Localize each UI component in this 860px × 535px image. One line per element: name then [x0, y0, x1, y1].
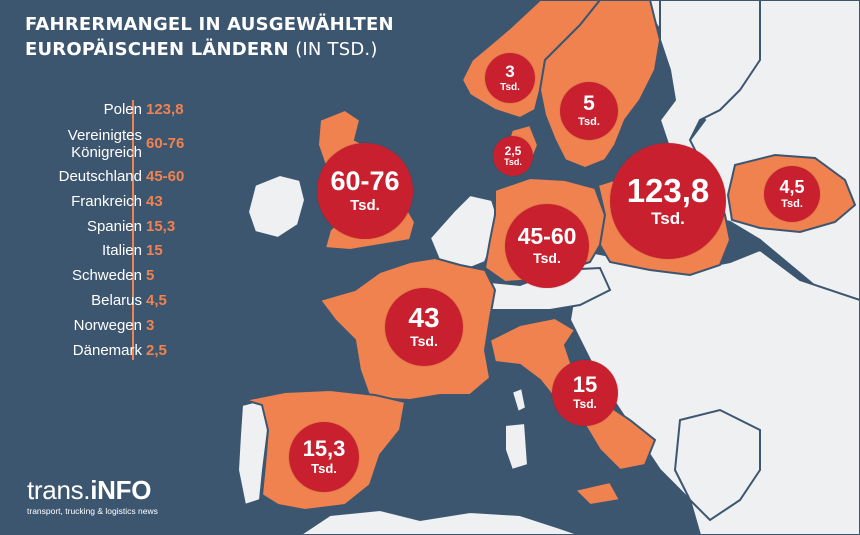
bubble-unit: Tsd. — [578, 116, 600, 129]
country-value: 15 — [146, 242, 163, 259]
country-value: 2,5 — [146, 342, 167, 359]
country-label: Italien — [101, 242, 142, 259]
bubble-value: 45-60 — [517, 223, 577, 250]
logo-brand-part2: iNFO — [90, 475, 152, 505]
country-label-line2: Königreich — [71, 144, 142, 161]
title-line2-wrap: EUROPÄISCHEN LÄNDERN (IN TSD.) — [25, 37, 394, 62]
bubble-value: 123,8 — [626, 171, 710, 209]
country-label: Dänemark — [72, 342, 142, 359]
table-divider — [132, 100, 134, 360]
bubble-value: 43 — [408, 302, 440, 334]
land-central-east — [568, 248, 860, 535]
country-label: Polen — [103, 101, 142, 118]
bubble-frankreich: 43 Tsd. — [385, 288, 463, 366]
title-suffix: (IN TSD.) — [295, 39, 378, 60]
bubble-unit: Tsd. — [410, 333, 438, 350]
bubble-value: 2,5 — [504, 143, 522, 158]
country-value: 15,3 — [146, 218, 176, 235]
country-label: Deutschland — [58, 168, 142, 185]
bubble-unit: Tsd. — [781, 197, 803, 210]
bubble-italien: 15 Tsd. — [552, 360, 618, 426]
country-value: 5 — [146, 267, 155, 284]
bubble-daenemark: 2,5 Tsd. — [493, 136, 533, 176]
bubble-unit: Tsd. — [573, 397, 597, 412]
logo-brand: trans.iNFO — [27, 476, 158, 504]
bubble-unit: Tsd. — [500, 82, 520, 93]
country-label: Belarus — [91, 292, 142, 309]
bubble-belarus: 4,5 Tsd. — [764, 166, 820, 222]
bubble-unit: Tsd. — [311, 460, 337, 476]
bubble-value: 15,3 — [302, 435, 346, 461]
bubble-spanien: 15,3 Tsd. — [289, 422, 359, 492]
land-north-africa — [298, 508, 581, 535]
bubble-value: 15 — [572, 372, 598, 398]
bubble-value: 60-76 — [330, 165, 400, 196]
bubble-unit: Tsd. — [350, 196, 380, 214]
bubble-unit: Tsd. — [533, 250, 561, 267]
bubble-value: 3 — [505, 62, 515, 81]
trans-info-logo: trans.iNFO transport, trucking & logisti… — [27, 476, 158, 517]
country-label: Frankreich — [71, 193, 142, 210]
country-value: 43 — [146, 193, 163, 210]
land-greece — [673, 408, 761, 522]
bubble-value: 5 — [583, 92, 595, 116]
bubble-norwegen: 3 Tsd. — [485, 53, 535, 103]
country-label: Spanien — [86, 218, 142, 235]
bubble-value: 4,5 — [779, 176, 805, 197]
country-label-line1: Vereinigtes — [67, 127, 142, 144]
bubble-deutschland: 45-60 Tsd. — [505, 204, 589, 288]
map-title: FAHRERMANGEL IN AUSGEWÄHLTEN EUROPÄISCHE… — [25, 12, 394, 62]
bubble-unit: Tsd. — [504, 156, 522, 167]
bubble-uk: 60-76 Tsd. — [317, 143, 413, 239]
land-corsica-sardinia — [504, 386, 530, 472]
bubble-unit: Tsd. — [651, 208, 685, 228]
title-line2: EUROPÄISCHEN LÄNDERN — [25, 39, 289, 60]
country-value: 45-60 — [146, 168, 185, 185]
country-label: Norwegen — [73, 317, 142, 334]
country-value: 60-76 — [146, 135, 185, 152]
country-value: 123,8 — [146, 101, 184, 118]
logo-tagline: transport, trucking & logistics news — [27, 506, 158, 516]
logo-brand-part1: trans. — [27, 475, 91, 505]
title-line1: FAHRERMANGEL IN AUSGEWÄHLTEN — [25, 14, 394, 35]
bubble-polen: 123,8 Tsd. — [610, 143, 726, 259]
country-label: Schweden — [71, 267, 142, 284]
land-ireland — [246, 173, 307, 240]
country-value: 3 — [146, 317, 155, 334]
country-value: 4,5 — [146, 292, 167, 309]
bubble-schweden: 5 Tsd. — [560, 82, 618, 140]
